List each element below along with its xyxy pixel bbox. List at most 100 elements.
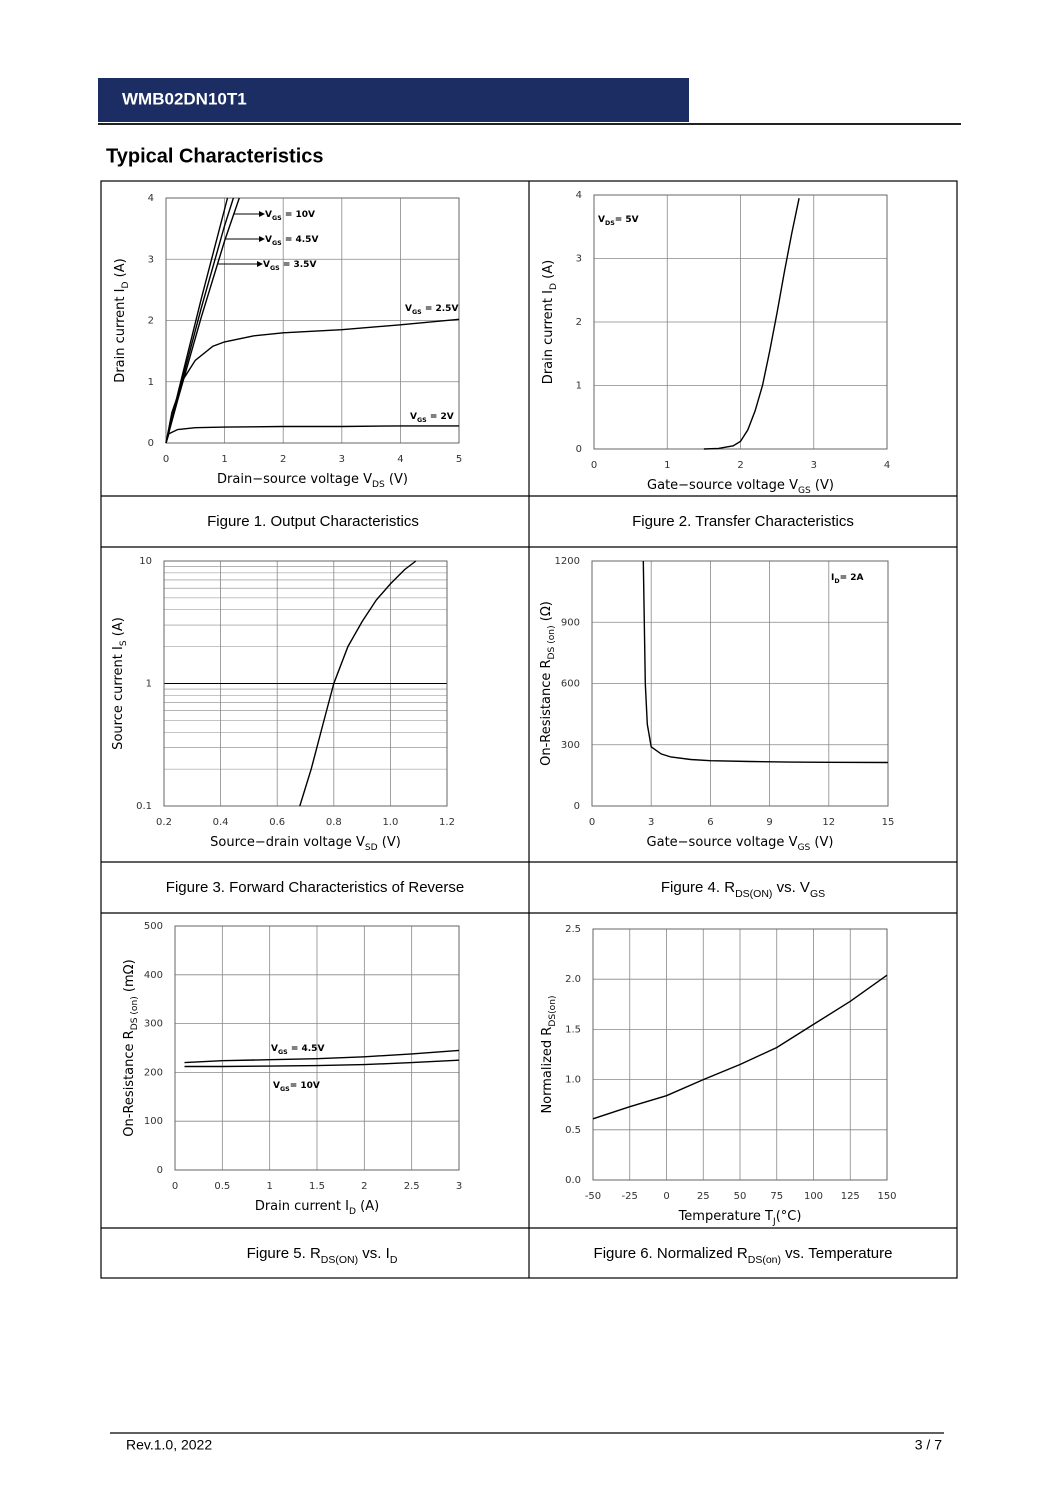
y-tick-label: 4 xyxy=(576,190,582,201)
series-label-part: GS xyxy=(270,265,280,272)
x-tick-label: 1 xyxy=(664,460,670,471)
arrow-head xyxy=(259,236,265,242)
y-axis-label-part: (mΩ) xyxy=(122,959,137,996)
x-axis-label-part: (V) xyxy=(378,835,401,850)
x-tick-label: 9 xyxy=(766,817,772,828)
figure-caption-part: vs. I xyxy=(358,1245,390,1262)
footer-revision: Rev.1.0, 2022 xyxy=(126,1437,212,1453)
series-label-part: V xyxy=(263,260,270,270)
y-tick-label: 500 xyxy=(144,921,163,932)
series-line xyxy=(299,560,417,807)
series-label: ID= 2A xyxy=(831,573,864,585)
x-axis-label: Drain current ID (A) xyxy=(255,1199,379,1217)
x-tick-label: 0.5 xyxy=(214,1181,230,1192)
y-tick-label: 200 xyxy=(144,1067,163,1078)
section-title: Typical Characteristics xyxy=(106,145,324,167)
series-label-part: V xyxy=(273,1081,280,1091)
plot-border xyxy=(163,560,448,807)
y-tick-label: 1.5 xyxy=(565,1024,581,1035)
y-tick-label: 900 xyxy=(561,617,580,628)
series-label: VGS = 10V xyxy=(265,210,315,222)
x-axis-label-part: (V) xyxy=(385,472,408,487)
x-tick-label: 0.8 xyxy=(326,817,342,828)
y-tick-label: 1.0 xyxy=(565,1075,581,1086)
figure-caption-part: Figure 5. R xyxy=(247,1245,321,1262)
x-axis-label: Temperature TJ(°C) xyxy=(678,1209,802,1227)
figure-caption: Figure 5. RDS(ON) vs. ID xyxy=(247,1245,398,1266)
x-tick-label: 125 xyxy=(841,1191,860,1202)
y-tick-label: 3 xyxy=(576,254,582,265)
x-axis-label: Gate−source voltage VGS (V) xyxy=(647,835,834,853)
x-tick-label: 0.4 xyxy=(213,817,229,828)
x-tick-label: 15 xyxy=(882,817,895,828)
y-tick-label: 0 xyxy=(574,801,580,812)
series-label-part: D xyxy=(834,578,839,585)
x-tick-label: 0 xyxy=(589,817,595,828)
plot-border xyxy=(591,560,889,807)
x-tick-label: 2 xyxy=(361,1181,367,1192)
x-tick-label: 150 xyxy=(877,1191,896,1202)
x-tick-label: 1 xyxy=(221,454,227,465)
y-tick-label: 600 xyxy=(561,679,580,690)
x-tick-label: 75 xyxy=(770,1191,783,1202)
series-label-part: V xyxy=(598,215,605,225)
x-tick-label: 3 xyxy=(339,454,345,465)
series-label-part: = 10V xyxy=(282,210,315,220)
x-tick-label: 2.5 xyxy=(404,1181,420,1192)
x-tick-label: 0.6 xyxy=(269,817,285,828)
x-tick-label: 6 xyxy=(707,817,713,828)
y-tick-label: 300 xyxy=(561,740,580,751)
x-tick-label: 4 xyxy=(397,454,403,465)
header-title: WMB02DN10T1 xyxy=(122,89,247,108)
x-tick-label: 1.0 xyxy=(382,817,398,828)
x-tick-label: 1 xyxy=(266,1181,272,1192)
x-tick-label: 50 xyxy=(734,1191,747,1202)
x-axis-label: Drain−source voltage VDS (V) xyxy=(217,472,408,490)
y-axis-label-part: S xyxy=(119,640,129,646)
y-axis-label-part: On-Resistance R xyxy=(122,1030,137,1136)
x-axis-label-part: DS xyxy=(372,480,385,490)
series-label: VGS = 2V xyxy=(410,412,454,424)
x-tick-label: 1.5 xyxy=(309,1181,325,1192)
x-tick-label: 3 xyxy=(456,1181,462,1192)
figure-caption-part: DS(ON) xyxy=(321,1254,358,1266)
x-axis-label-part: Source−drain voltage V xyxy=(210,835,365,850)
y-tick-label: 2 xyxy=(148,316,154,327)
y-axis-label-part: DS (on) xyxy=(547,625,557,659)
footer-page: 3 / 7 xyxy=(915,1437,942,1453)
y-axis-label-part: Source current I xyxy=(111,646,126,750)
x-axis-label-part: D xyxy=(349,1207,356,1217)
series-line xyxy=(165,425,459,444)
x-axis-label: Source−drain voltage VSD (V) xyxy=(210,835,401,853)
x-tick-label: 12 xyxy=(822,817,835,828)
x-tick-label: 0 xyxy=(663,1191,669,1202)
figure-caption-part: Figure 3. Forward Characteristics of Rev… xyxy=(166,879,464,896)
y-axis-label-part: Normalized R xyxy=(540,1027,555,1114)
figure-caption: Figure 3. Forward Characteristics of Rev… xyxy=(166,879,464,896)
figure-caption: Figure 4. RDS(ON) vs. VGS xyxy=(661,879,825,900)
y-axis-label-part: DS(on) xyxy=(548,995,558,1026)
series-label-part: GS xyxy=(272,240,282,247)
series-label-part: = 4.5V xyxy=(288,1044,325,1054)
y-tick-label: 3 xyxy=(148,254,154,265)
figure-caption-part: vs. Temperature xyxy=(781,1245,892,1262)
x-axis-label-part: (A) xyxy=(356,1199,379,1214)
x-tick-label: 0 xyxy=(163,454,169,465)
arrow-head xyxy=(259,211,265,217)
figure-caption-part: Figure 6. Normalized R xyxy=(594,1245,748,1262)
series-line xyxy=(184,1059,460,1068)
series-line xyxy=(184,1049,460,1064)
y-axis-label: On-Resistance RDS (on) (Ω) xyxy=(539,601,557,766)
series-line xyxy=(165,318,460,444)
series-line xyxy=(703,198,800,450)
y-tick-label: 0.5 xyxy=(565,1125,581,1136)
y-axis-label-part: (A) xyxy=(111,617,126,640)
x-tick-label: 0 xyxy=(172,1181,178,1192)
y-axis-label-part: D xyxy=(549,283,559,290)
series-line xyxy=(165,197,240,444)
arrow-head xyxy=(257,261,263,267)
y-tick-label: 1 xyxy=(148,377,154,388)
y-axis-label-part: Drain current I xyxy=(541,290,556,384)
x-axis-label-part: (°C) xyxy=(776,1209,802,1224)
